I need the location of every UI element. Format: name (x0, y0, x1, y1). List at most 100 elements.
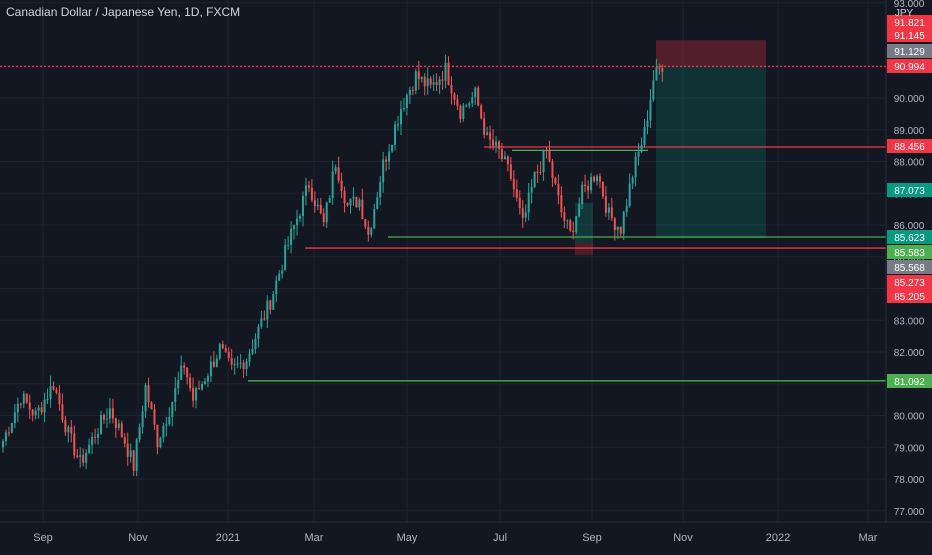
candle-body (560, 195, 563, 213)
candle (596, 174, 598, 186)
candle-body (414, 71, 417, 91)
candle (560, 186, 563, 218)
price-label-box (887, 28, 932, 42)
candle-body (420, 76, 423, 80)
candle-body (578, 204, 581, 217)
candle (242, 359, 245, 378)
candle (500, 142, 503, 162)
candle (512, 170, 515, 198)
x-tick-label: 2021 (216, 532, 240, 544)
candle (203, 377, 206, 385)
candle-body (230, 358, 233, 365)
candle (272, 290, 275, 310)
candle (180, 355, 183, 381)
candle-body (373, 209, 376, 229)
candle (420, 76, 423, 83)
candle (480, 103, 483, 120)
candle-body (382, 159, 385, 183)
candle-body (492, 139, 495, 146)
candle (414, 68, 417, 95)
candle (319, 197, 322, 215)
price-label-box (887, 183, 932, 197)
candle (67, 425, 70, 443)
candle (325, 201, 328, 228)
candle (195, 386, 198, 409)
candle (385, 156, 388, 172)
candle-body (625, 205, 628, 212)
candle (97, 428, 100, 445)
candle (135, 438, 138, 477)
y-tick-label: 77.000 (894, 507, 925, 518)
candle-body (186, 367, 189, 378)
candle-body (236, 363, 239, 365)
candle (138, 423, 141, 443)
candle-body (144, 385, 147, 412)
candle (31, 409, 34, 422)
candle-body (370, 228, 373, 235)
short-position-tool[interactable] (575, 40, 766, 256)
candle (257, 324, 260, 348)
candle (111, 398, 114, 424)
candle (218, 342, 221, 361)
candle (590, 172, 593, 194)
candle-body (530, 186, 533, 193)
candle-body (120, 423, 123, 438)
candle (55, 387, 58, 395)
candle-body (551, 161, 554, 179)
candle-body (334, 167, 337, 172)
x-tick-label: May (397, 532, 418, 544)
candle-body (79, 455, 82, 457)
candle (150, 401, 153, 410)
y-tick-label: 89.000 (894, 126, 925, 137)
price-label-text: 85.273 (894, 278, 925, 289)
candle-body (432, 82, 435, 85)
candle-body (563, 212, 566, 221)
candle (646, 110, 649, 135)
candle-body (346, 203, 349, 206)
horizontal-levels[interactable] (0, 65, 886, 382)
candle-body (598, 176, 601, 182)
candle-body (604, 196, 607, 213)
candle-body (97, 433, 100, 438)
candle (221, 340, 224, 350)
candle-body (601, 181, 604, 197)
candle-body (64, 419, 67, 433)
candle (477, 85, 480, 107)
currency-label: JPY (895, 8, 914, 19)
x-tick-label: Sep (33, 532, 53, 544)
candle-body (293, 225, 296, 229)
grid (0, 0, 886, 522)
candle (361, 188, 364, 220)
position-risk-zone[interactable] (656, 40, 766, 67)
candle (610, 197, 613, 221)
candle-body (367, 226, 370, 235)
candle-body (2, 441, 4, 448)
candle-body (251, 349, 254, 354)
candle (224, 344, 227, 353)
candle (625, 198, 628, 217)
candle-body (287, 244, 290, 246)
candle (299, 213, 301, 223)
candle (441, 71, 444, 90)
candle-body (376, 197, 379, 210)
candle-body (483, 118, 486, 135)
candle-body (417, 71, 420, 80)
candle-body (272, 294, 275, 310)
candle (548, 140, 551, 163)
candle-body (489, 132, 492, 140)
candle-body (183, 365, 186, 368)
candle (601, 181, 604, 200)
candle-body (73, 433, 76, 456)
candles (2, 54, 664, 477)
price-label-text: 88.456 (894, 142, 925, 153)
candle (79, 447, 82, 468)
candle-body (195, 388, 198, 401)
candle-body (114, 418, 117, 428)
candle-body (156, 424, 159, 448)
candle (105, 408, 108, 429)
position-reward-zone[interactable] (656, 66, 766, 239)
candle-body (13, 412, 16, 424)
candle (76, 448, 79, 459)
